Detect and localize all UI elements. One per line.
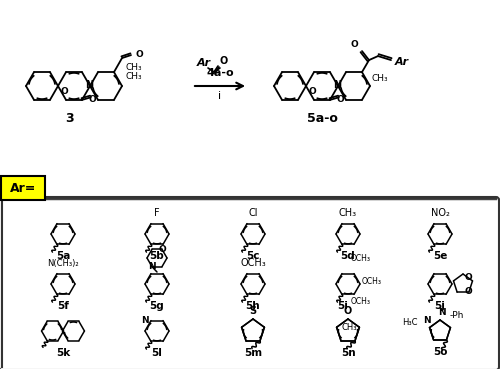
Text: CH₃: CH₃ [125, 72, 142, 81]
Text: OCH₃: OCH₃ [351, 297, 371, 306]
Text: O: O [464, 286, 472, 296]
Text: N: N [142, 316, 149, 325]
Text: F: F [154, 208, 160, 218]
Text: N: N [422, 315, 430, 325]
Text: 4a-o: 4a-o [206, 68, 234, 78]
Text: O: O [158, 245, 166, 254]
Text: O: O [88, 95, 96, 104]
Text: OCH₃: OCH₃ [240, 258, 266, 268]
Text: 5o: 5o [433, 347, 448, 357]
Text: 5e: 5e [433, 251, 447, 261]
Text: S: S [250, 306, 256, 316]
Text: NO₂: NO₂ [430, 208, 450, 218]
Text: N: N [148, 262, 156, 271]
FancyBboxPatch shape [0, 197, 499, 369]
Text: O: O [220, 56, 228, 66]
Text: Ar: Ar [395, 57, 409, 67]
Text: 5k: 5k [56, 348, 70, 358]
Text: 5i: 5i [338, 301, 348, 311]
Text: O: O [464, 272, 472, 282]
Text: CH₃: CH₃ [126, 63, 142, 72]
Text: OCH₃: OCH₃ [362, 277, 382, 286]
Text: O: O [60, 87, 68, 96]
Text: 5d: 5d [340, 251, 355, 261]
Text: -Ph: -Ph [450, 310, 464, 320]
Text: 5a-o: 5a-o [306, 111, 338, 125]
FancyBboxPatch shape [1, 176, 45, 200]
Text: H₃C: H₃C [402, 318, 417, 327]
Text: N: N [334, 80, 342, 90]
Text: 3: 3 [64, 111, 74, 125]
Text: 5a: 5a [56, 251, 70, 261]
Text: CH₃: CH₃ [339, 208, 357, 218]
Text: 5c: 5c [246, 251, 260, 261]
Text: Ar: Ar [197, 58, 211, 68]
Text: Ar=: Ar= [10, 182, 36, 194]
Text: O: O [350, 40, 358, 49]
Text: CH₃: CH₃ [342, 323, 357, 332]
Text: O: O [344, 306, 352, 316]
Text: i: i [218, 91, 222, 101]
Text: 5n: 5n [340, 348, 355, 358]
Text: 5h: 5h [246, 301, 260, 311]
Text: 5j: 5j [434, 301, 446, 311]
Text: O: O [308, 87, 316, 96]
Text: O: O [336, 95, 344, 104]
Text: N: N [86, 80, 94, 90]
Text: 5g: 5g [150, 301, 164, 311]
Text: 5f: 5f [57, 301, 69, 311]
Text: 5m: 5m [244, 348, 262, 358]
Text: 5b: 5b [150, 251, 164, 261]
Text: N: N [438, 308, 446, 317]
Text: Cl: Cl [248, 208, 258, 218]
Text: OCH₃: OCH₃ [351, 254, 371, 263]
Text: O: O [135, 49, 143, 59]
Text: CH₃: CH₃ [372, 74, 388, 83]
Text: 5l: 5l [152, 348, 162, 358]
Text: N(CH₃)₂: N(CH₃)₂ [47, 259, 79, 268]
